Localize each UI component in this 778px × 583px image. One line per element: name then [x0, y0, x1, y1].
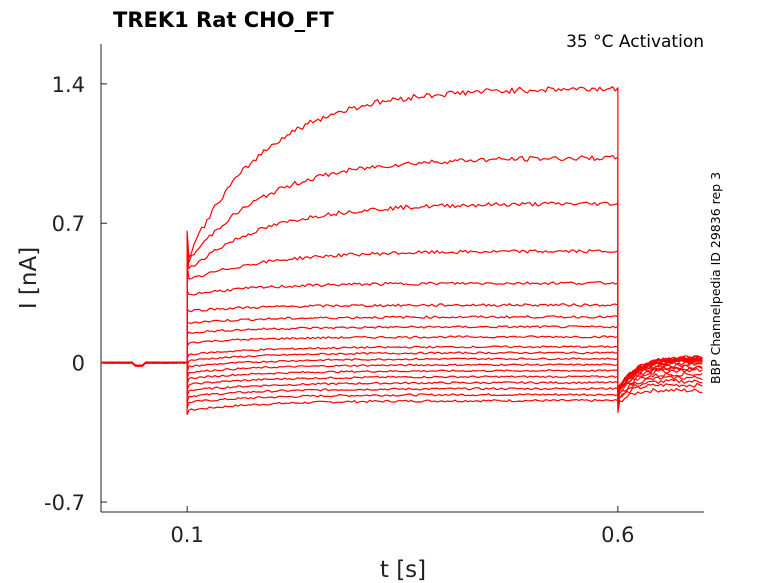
- channelpedia-id-label: BBP Channelpedia ID 29836 rep 3: [708, 172, 723, 384]
- current-trace: [100, 361, 703, 405]
- y-tick-label: 0: [72, 352, 85, 376]
- y-tick-label: 1.4: [52, 73, 85, 97]
- current-trace: [100, 361, 703, 396]
- current-trace: [100, 325, 703, 390]
- y-tick-label: -0.7: [44, 491, 85, 515]
- y-tick-label: 0.7: [52, 212, 85, 236]
- chart-title: TREK1 Rat CHO_FT: [113, 8, 334, 32]
- current-trace: [100, 303, 703, 390]
- axis-ticks: 0.1 0.6 1.4 0.7 0 -0.7: [44, 73, 635, 547]
- current-trace: [100, 361, 703, 402]
- plot-area: 0.1 0.6 1.4 0.7 0 -0.7: [44, 44, 704, 547]
- x-axis-label: t [s]: [380, 557, 426, 583]
- current-trace: [100, 201, 703, 390]
- trace-group: [100, 86, 703, 415]
- current-trace: [100, 315, 703, 389]
- current-trace: [100, 335, 703, 390]
- current-trace: [100, 155, 703, 393]
- current-trace: [100, 351, 703, 392]
- temperature-annotation: 35 °C Activation: [566, 32, 704, 52]
- x-tick-label: 0.1: [170, 523, 203, 547]
- x-tick-label: 0.6: [601, 523, 634, 547]
- current-trace: [101, 361, 703, 415]
- current-trace: [100, 361, 703, 394]
- current-trace: [101, 345, 703, 391]
- current-trace: [100, 281, 703, 389]
- current-trace: [100, 361, 703, 399]
- current-trace: [100, 86, 703, 394]
- current-trace: [100, 361, 703, 409]
- current-trace: [100, 249, 703, 390]
- y-axis-label: I [nA]: [16, 247, 42, 309]
- current-trace: [101, 357, 703, 393]
